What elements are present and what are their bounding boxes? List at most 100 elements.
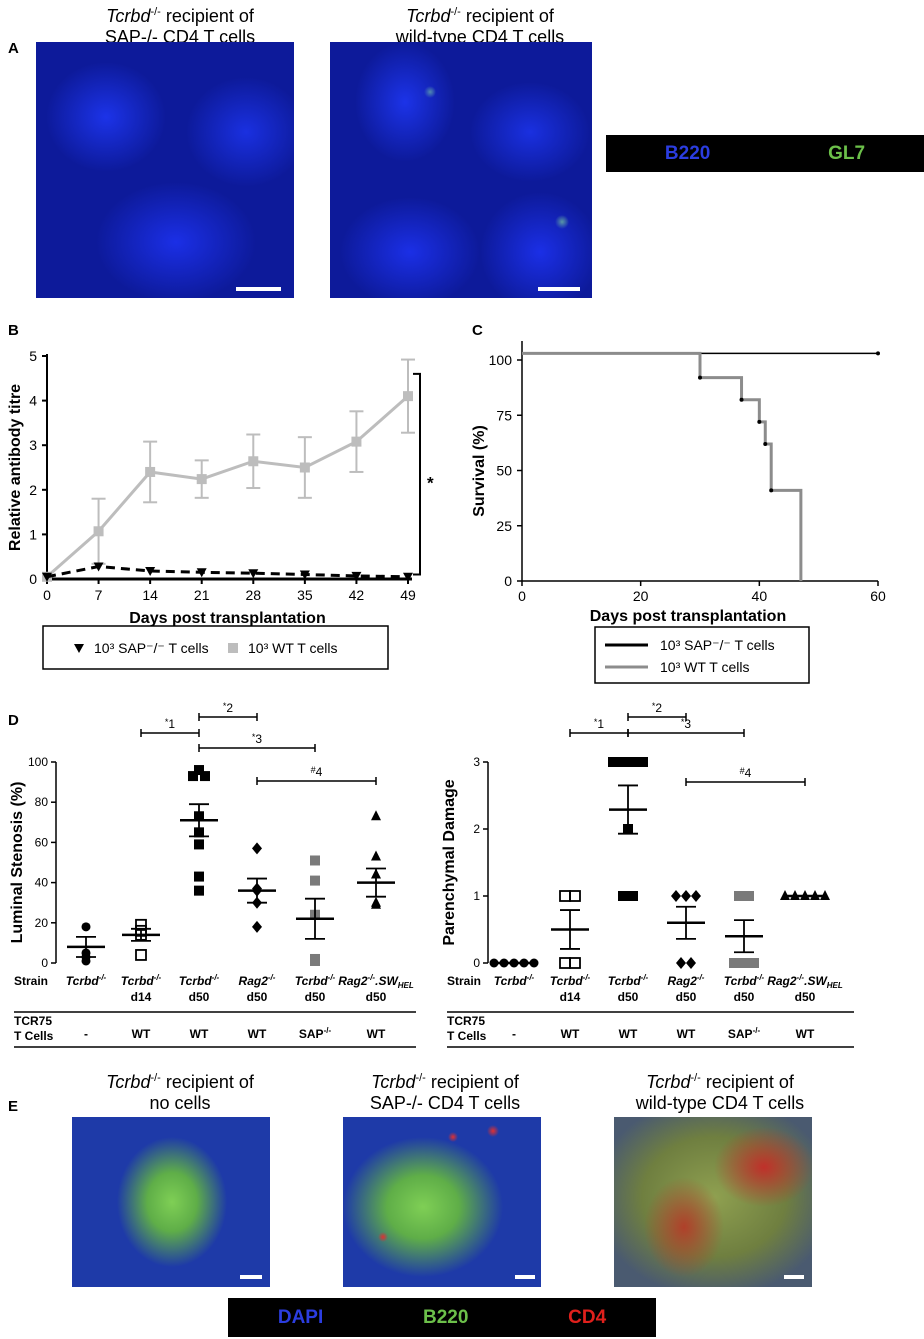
data-point xyxy=(681,890,691,902)
row-label-tcr: T Cells xyxy=(14,1029,54,1043)
y-tick-label: 5 xyxy=(29,348,37,364)
day-label: d50 xyxy=(734,990,755,1004)
scale-bar xyxy=(538,287,580,291)
data-point xyxy=(371,810,381,821)
stain-label-cd4: CD4 xyxy=(568,1306,607,1328)
stain-legend-a: B220 GL7 xyxy=(606,135,924,172)
strain-label: Tcrbd-/- xyxy=(550,973,591,988)
data-point xyxy=(81,922,91,932)
strain-label: Tcrbd-/- xyxy=(179,973,220,988)
data-point xyxy=(628,891,638,901)
legend-box xyxy=(42,625,389,670)
tcr-label: - xyxy=(512,1027,516,1041)
x-tick-label: 28 xyxy=(245,587,261,603)
y-tick-label: 4 xyxy=(29,393,37,409)
micrograph-no-cells xyxy=(72,1117,270,1287)
legend-label-sap: 10³ SAP⁻/⁻ T cells xyxy=(660,637,775,653)
legend-label-wt: 10³ WT T cells xyxy=(248,640,337,656)
data-point-wt xyxy=(145,466,156,477)
comparison-label: *2 xyxy=(223,701,234,715)
data-point-sap xyxy=(351,571,362,581)
data-point xyxy=(252,920,262,933)
censor-mark xyxy=(763,441,768,446)
legend-label-wt: 10³ WT T cells xyxy=(660,659,749,675)
censor-mark xyxy=(769,488,774,493)
data-point xyxy=(489,958,499,968)
y-tick-label: 80 xyxy=(35,795,49,809)
x-tick-label: 42 xyxy=(349,587,365,603)
scale-bar xyxy=(515,1275,535,1279)
data-point xyxy=(691,890,701,902)
chart-parenchymal-damage: 0 1 2 3 Parenchymal Damage Tcrbd-/- - Tcrbd-/- d… xyxy=(441,701,854,1048)
data-point xyxy=(618,757,628,767)
strain-label: Tcrbd-/- xyxy=(608,973,649,988)
y-tick-label: 0 xyxy=(41,956,48,970)
strain-label: Tcrbd-/- xyxy=(66,973,107,988)
tcr-label: WT xyxy=(561,1027,580,1041)
data-point xyxy=(559,890,571,902)
y-tick-label: 3 xyxy=(473,755,480,769)
micrograph-sap-recipient xyxy=(36,42,294,298)
panel-letter-b: B xyxy=(8,322,19,339)
tcr-label: WT xyxy=(619,1027,638,1041)
row-label-tcr: TCR75 xyxy=(14,1014,52,1028)
data-point xyxy=(628,757,638,767)
censor-mark xyxy=(739,397,744,402)
row-label-strain: Strain xyxy=(14,974,48,988)
data-point-sap xyxy=(196,568,207,578)
data-point xyxy=(529,958,539,968)
row-label-tcr: T Cells xyxy=(447,1029,487,1043)
data-point-sap xyxy=(403,572,413,582)
data-point xyxy=(820,890,830,900)
strain-label: Rag2-/-.SWHEL xyxy=(767,973,843,990)
y-tick-label: 40 xyxy=(35,876,49,890)
data-point xyxy=(194,839,204,850)
data-point xyxy=(188,771,198,782)
data-point xyxy=(310,855,320,866)
x-axis-label: Days post transplantation xyxy=(590,608,786,625)
data-point xyxy=(608,757,618,767)
data-point xyxy=(310,955,320,966)
legend-marker-sap xyxy=(74,644,84,653)
y-tick-label: 100 xyxy=(28,755,48,769)
data-point-sap xyxy=(93,562,104,572)
comparison-label: #4 xyxy=(740,766,752,780)
censor-mark xyxy=(876,351,880,356)
data-point xyxy=(638,757,648,767)
comparison-label: *3 xyxy=(252,732,263,746)
data-point-sap xyxy=(248,569,259,579)
day-label: d14 xyxy=(560,990,581,1004)
panel-letter-c: C xyxy=(472,322,483,339)
tcr-label: SAP-/- xyxy=(728,1026,761,1041)
data-point xyxy=(749,958,759,968)
data-point xyxy=(194,871,204,882)
y-tick-label: 1 xyxy=(473,889,480,903)
stain-label-dapi: DAPI xyxy=(277,1306,324,1328)
tcr-label: WT xyxy=(248,1027,267,1041)
data-point xyxy=(200,771,210,782)
x-tick-label: 20 xyxy=(633,588,649,604)
data-point-wt xyxy=(403,391,413,402)
data-point xyxy=(729,958,739,968)
y-tick-label: 0 xyxy=(473,956,480,970)
data-point xyxy=(371,850,381,861)
scale-bar xyxy=(784,1275,804,1279)
data-point-sap xyxy=(42,572,52,582)
strain-label: Tcrbd-/- xyxy=(724,973,765,988)
y-tick-label: 1 xyxy=(29,526,37,542)
data-point xyxy=(734,891,744,901)
stain-label-b220: B220 xyxy=(422,1306,469,1328)
strain-label: Rag2-/-.SWHEL xyxy=(338,973,414,990)
scale-bar xyxy=(240,1275,262,1279)
data-point-sap xyxy=(145,566,156,576)
day-label: d50 xyxy=(247,990,268,1004)
data-point xyxy=(135,949,147,961)
y-tick-label: 2 xyxy=(29,482,37,498)
micrograph-sap-cells xyxy=(343,1117,541,1287)
scale-bar xyxy=(236,287,281,291)
data-point-wt xyxy=(93,526,104,537)
day-label: d50 xyxy=(366,990,387,1004)
y-tick-label: 100 xyxy=(489,352,513,368)
tcr-label: WT xyxy=(367,1027,386,1041)
panel-e-caption-3: Tcrbd-/- recipient of wild-type CD4 T ce… xyxy=(635,1072,805,1113)
